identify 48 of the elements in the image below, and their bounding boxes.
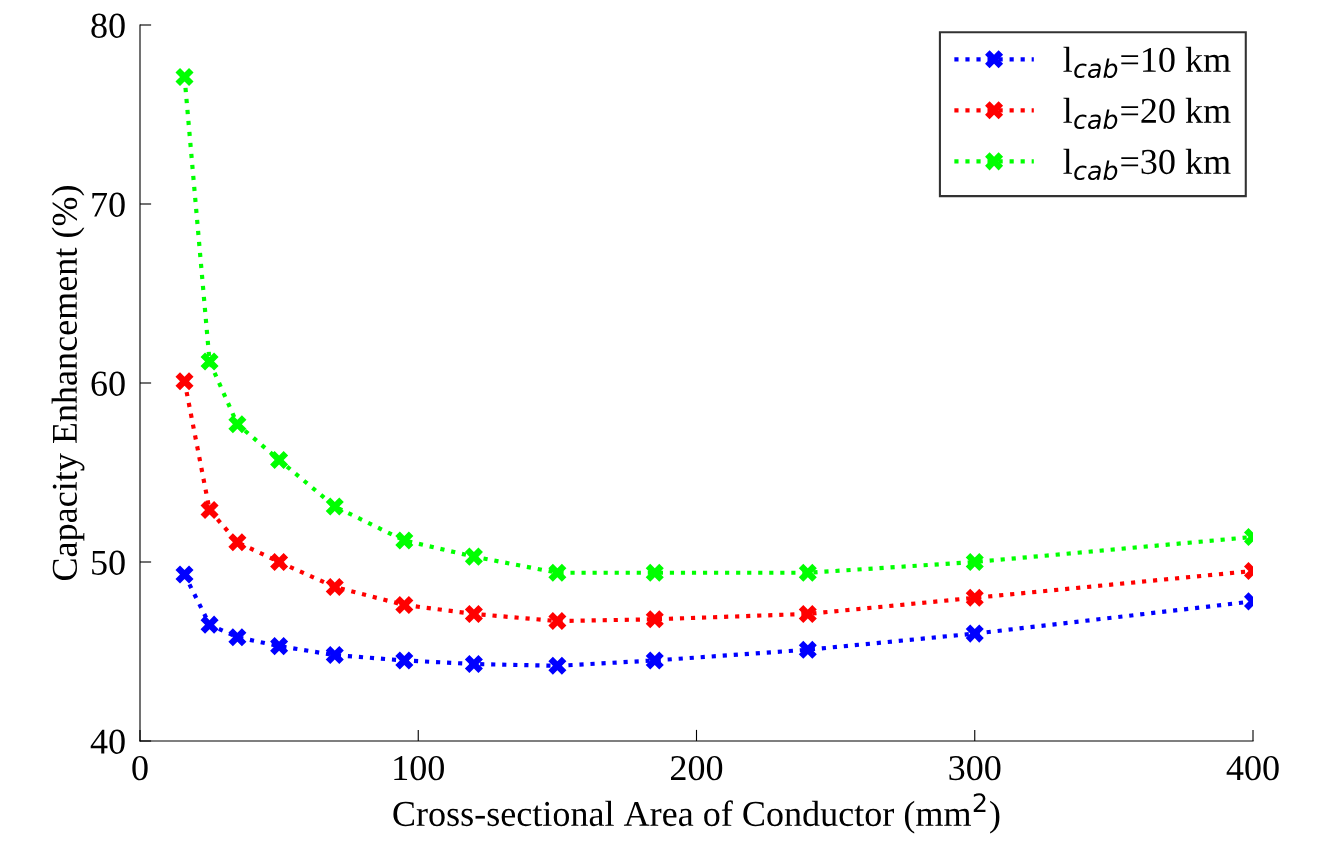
x-axis-title: Cross-sectional Area of Conductor (mm$^{2}$) bbox=[393, 793, 1000, 834]
x-tick-label: 0 bbox=[132, 755, 148, 781]
point bbox=[395, 531, 414, 550]
point bbox=[270, 450, 289, 469]
point bbox=[548, 563, 567, 582]
point bbox=[175, 67, 194, 86]
point bbox=[798, 640, 817, 659]
point bbox=[325, 646, 344, 665]
point bbox=[395, 651, 414, 670]
point bbox=[395, 595, 414, 614]
legend-label: l$_{cab}$=20 km bbox=[1063, 97, 1231, 130]
y-axis-title: Capacity Enhancement (%) bbox=[51, 186, 85, 581]
y-tick-label: 70 bbox=[92, 192, 125, 217]
x-tick-label: 300 bbox=[949, 755, 1001, 781]
point bbox=[200, 352, 219, 371]
point bbox=[645, 651, 664, 670]
point bbox=[175, 565, 194, 584]
point bbox=[965, 552, 984, 572]
point bbox=[645, 610, 664, 629]
y-tick-label: 40 bbox=[90, 729, 125, 754]
point bbox=[464, 547, 483, 566]
point bbox=[270, 637, 289, 656]
point bbox=[200, 501, 219, 520]
point bbox=[175, 372, 194, 391]
y-tick-label: 50 bbox=[92, 550, 125, 575]
point bbox=[325, 578, 344, 597]
point bbox=[464, 604, 483, 623]
point bbox=[965, 588, 984, 607]
legend-label: l$_{cab}$=10 km bbox=[1063, 46, 1231, 79]
legend-label: l$_{cab}$=30 km bbox=[1063, 148, 1231, 181]
x-tick-label: 400 bbox=[1226, 755, 1279, 781]
point bbox=[965, 624, 984, 643]
point bbox=[228, 415, 247, 434]
point bbox=[228, 533, 247, 552]
y-tick-label: 80 bbox=[91, 13, 125, 38]
point bbox=[645, 563, 664, 582]
point bbox=[270, 552, 289, 572]
point bbox=[325, 497, 344, 516]
x-tick-label: 200 bbox=[671, 755, 723, 781]
point bbox=[548, 612, 567, 631]
point bbox=[798, 604, 817, 623]
point bbox=[200, 615, 219, 634]
point bbox=[228, 628, 247, 647]
point bbox=[798, 563, 817, 582]
point bbox=[548, 656, 567, 675]
point bbox=[464, 655, 483, 674]
x-tick-label: 100 bbox=[394, 755, 444, 781]
y-tick-label: 60 bbox=[91, 371, 125, 396]
